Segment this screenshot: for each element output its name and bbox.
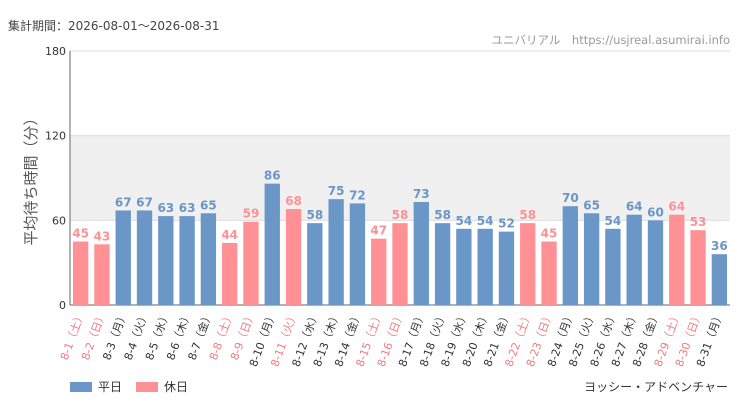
- data-label: 67: [115, 195, 132, 209]
- data-label: 58: [519, 208, 536, 222]
- bar: [647, 220, 664, 305]
- bar: [243, 221, 259, 305]
- attraction-name: ヨッシー・アドベンチャー: [584, 380, 728, 394]
- y-tick-label: 0: [59, 299, 66, 312]
- bar: [72, 241, 89, 305]
- bar: [222, 242, 238, 305]
- data-label: 47: [370, 224, 387, 238]
- legend-holiday-swatch: [136, 381, 158, 392]
- bar: [413, 201, 429, 305]
- bar: [520, 223, 536, 305]
- bar: [669, 214, 685, 305]
- bar: [690, 230, 706, 305]
- data-label: 59: [243, 207, 260, 221]
- data-label: 64: [668, 200, 685, 214]
- data-label: 65: [200, 198, 217, 212]
- bar: [477, 228, 493, 305]
- bar: [605, 228, 621, 305]
- bar: [200, 213, 217, 305]
- legend-weekday-swatch: [70, 381, 92, 392]
- data-label: 63: [179, 201, 196, 215]
- bar: [711, 254, 728, 305]
- bar: [498, 231, 515, 305]
- data-label: 86: [264, 169, 281, 183]
- data-label: 58: [306, 208, 323, 222]
- bar: [158, 216, 174, 305]
- data-label: 53: [690, 215, 707, 229]
- data-label: 52: [498, 217, 515, 231]
- bar: [562, 206, 578, 305]
- data-label: 43: [94, 229, 111, 243]
- data-label: 54: [477, 214, 494, 228]
- bar: [626, 214, 642, 305]
- bar: [328, 199, 344, 305]
- bar: [392, 223, 408, 305]
- data-label: 72: [349, 188, 366, 202]
- data-label: 54: [456, 214, 473, 228]
- y-tick-label: 180: [45, 45, 66, 58]
- bar: [307, 223, 323, 305]
- legend-holiday: 休日: [136, 378, 188, 395]
- bar: [264, 183, 280, 305]
- bar: [371, 238, 387, 305]
- y-axis-title: 平均待ち時間（分）: [22, 110, 40, 245]
- bar: [285, 209, 302, 305]
- bar: [541, 241, 557, 305]
- data-label: 73: [413, 187, 430, 201]
- data-label: 45: [72, 227, 89, 241]
- data-label: 45: [541, 227, 558, 241]
- data-label: 60: [647, 205, 664, 219]
- bar: [583, 213, 600, 305]
- data-label: 65: [583, 198, 600, 212]
- y-tick-label: 120: [45, 130, 66, 143]
- period-text: 集計期間：2026-08-01～2026-08-31: [8, 19, 220, 33]
- data-label: 58: [392, 208, 409, 222]
- bar: [115, 210, 131, 305]
- data-label: 63: [157, 201, 174, 215]
- bar: [136, 210, 153, 305]
- bar: [434, 223, 451, 305]
- data-label: 64: [626, 200, 643, 214]
- data-label: 54: [605, 214, 622, 228]
- y-tick-label: 60: [52, 214, 66, 227]
- bar: [349, 203, 366, 305]
- highlight-band: [70, 135, 730, 221]
- legend-weekday: 平日: [70, 378, 122, 395]
- bar: [94, 244, 110, 305]
- data-label: 68: [285, 194, 302, 208]
- data-label: 75: [328, 184, 345, 198]
- bar: [179, 216, 195, 305]
- data-label: 58: [434, 208, 451, 222]
- data-label: 67: [136, 195, 153, 209]
- data-label: 44: [221, 228, 238, 242]
- bar: [456, 228, 472, 305]
- data-label: 70: [562, 191, 579, 205]
- legend-weekday-label: 平日: [98, 380, 123, 394]
- data-label: 36: [711, 239, 728, 253]
- legend-holiday-label: 休日: [164, 380, 189, 394]
- source-credit: ユニバリアル https://usjreal.asumirai.info: [491, 33, 730, 47]
